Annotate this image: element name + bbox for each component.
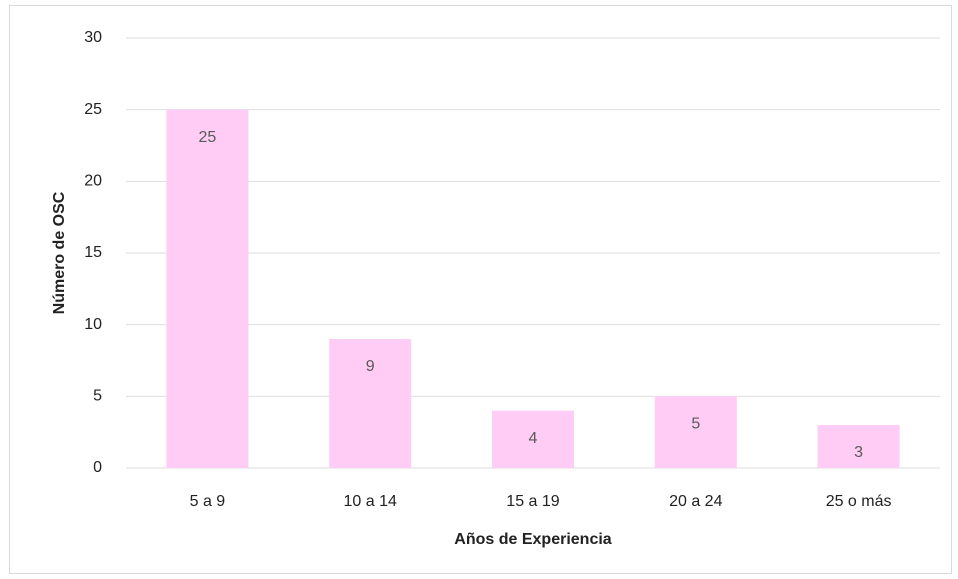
data-label: 5 xyxy=(691,416,700,433)
y-tick-label: 25 xyxy=(84,101,102,118)
data-label: 9 xyxy=(366,358,375,375)
y-tick-label: 0 xyxy=(93,459,102,476)
x-tick-label: 5 a 9 xyxy=(190,493,226,510)
data-label: 25 xyxy=(199,129,217,146)
y-tick-label: 30 xyxy=(84,29,102,46)
bar xyxy=(166,109,249,469)
y-tick-label: 5 xyxy=(93,388,102,405)
bar xyxy=(817,425,900,468)
bar xyxy=(654,396,737,468)
chart-border xyxy=(9,5,952,574)
x-tick-label: 25 o más xyxy=(826,493,892,510)
bar xyxy=(329,339,412,468)
x-tick-label: 10 a 14 xyxy=(344,493,397,510)
y-tick-label: 10 xyxy=(84,316,102,333)
data-label: 3 xyxy=(854,444,863,461)
x-tick-label: 15 a 19 xyxy=(506,493,559,510)
y-tick-label: 15 xyxy=(84,244,102,261)
y-tick-label: 20 xyxy=(84,173,102,190)
x-tick-label: 20 a 24 xyxy=(669,493,722,510)
data-label: 4 xyxy=(529,430,538,447)
x-axis-title: Años de Experiencia xyxy=(454,531,611,548)
y-axis-title: Número de OSC xyxy=(51,191,68,314)
bar xyxy=(492,410,574,468)
